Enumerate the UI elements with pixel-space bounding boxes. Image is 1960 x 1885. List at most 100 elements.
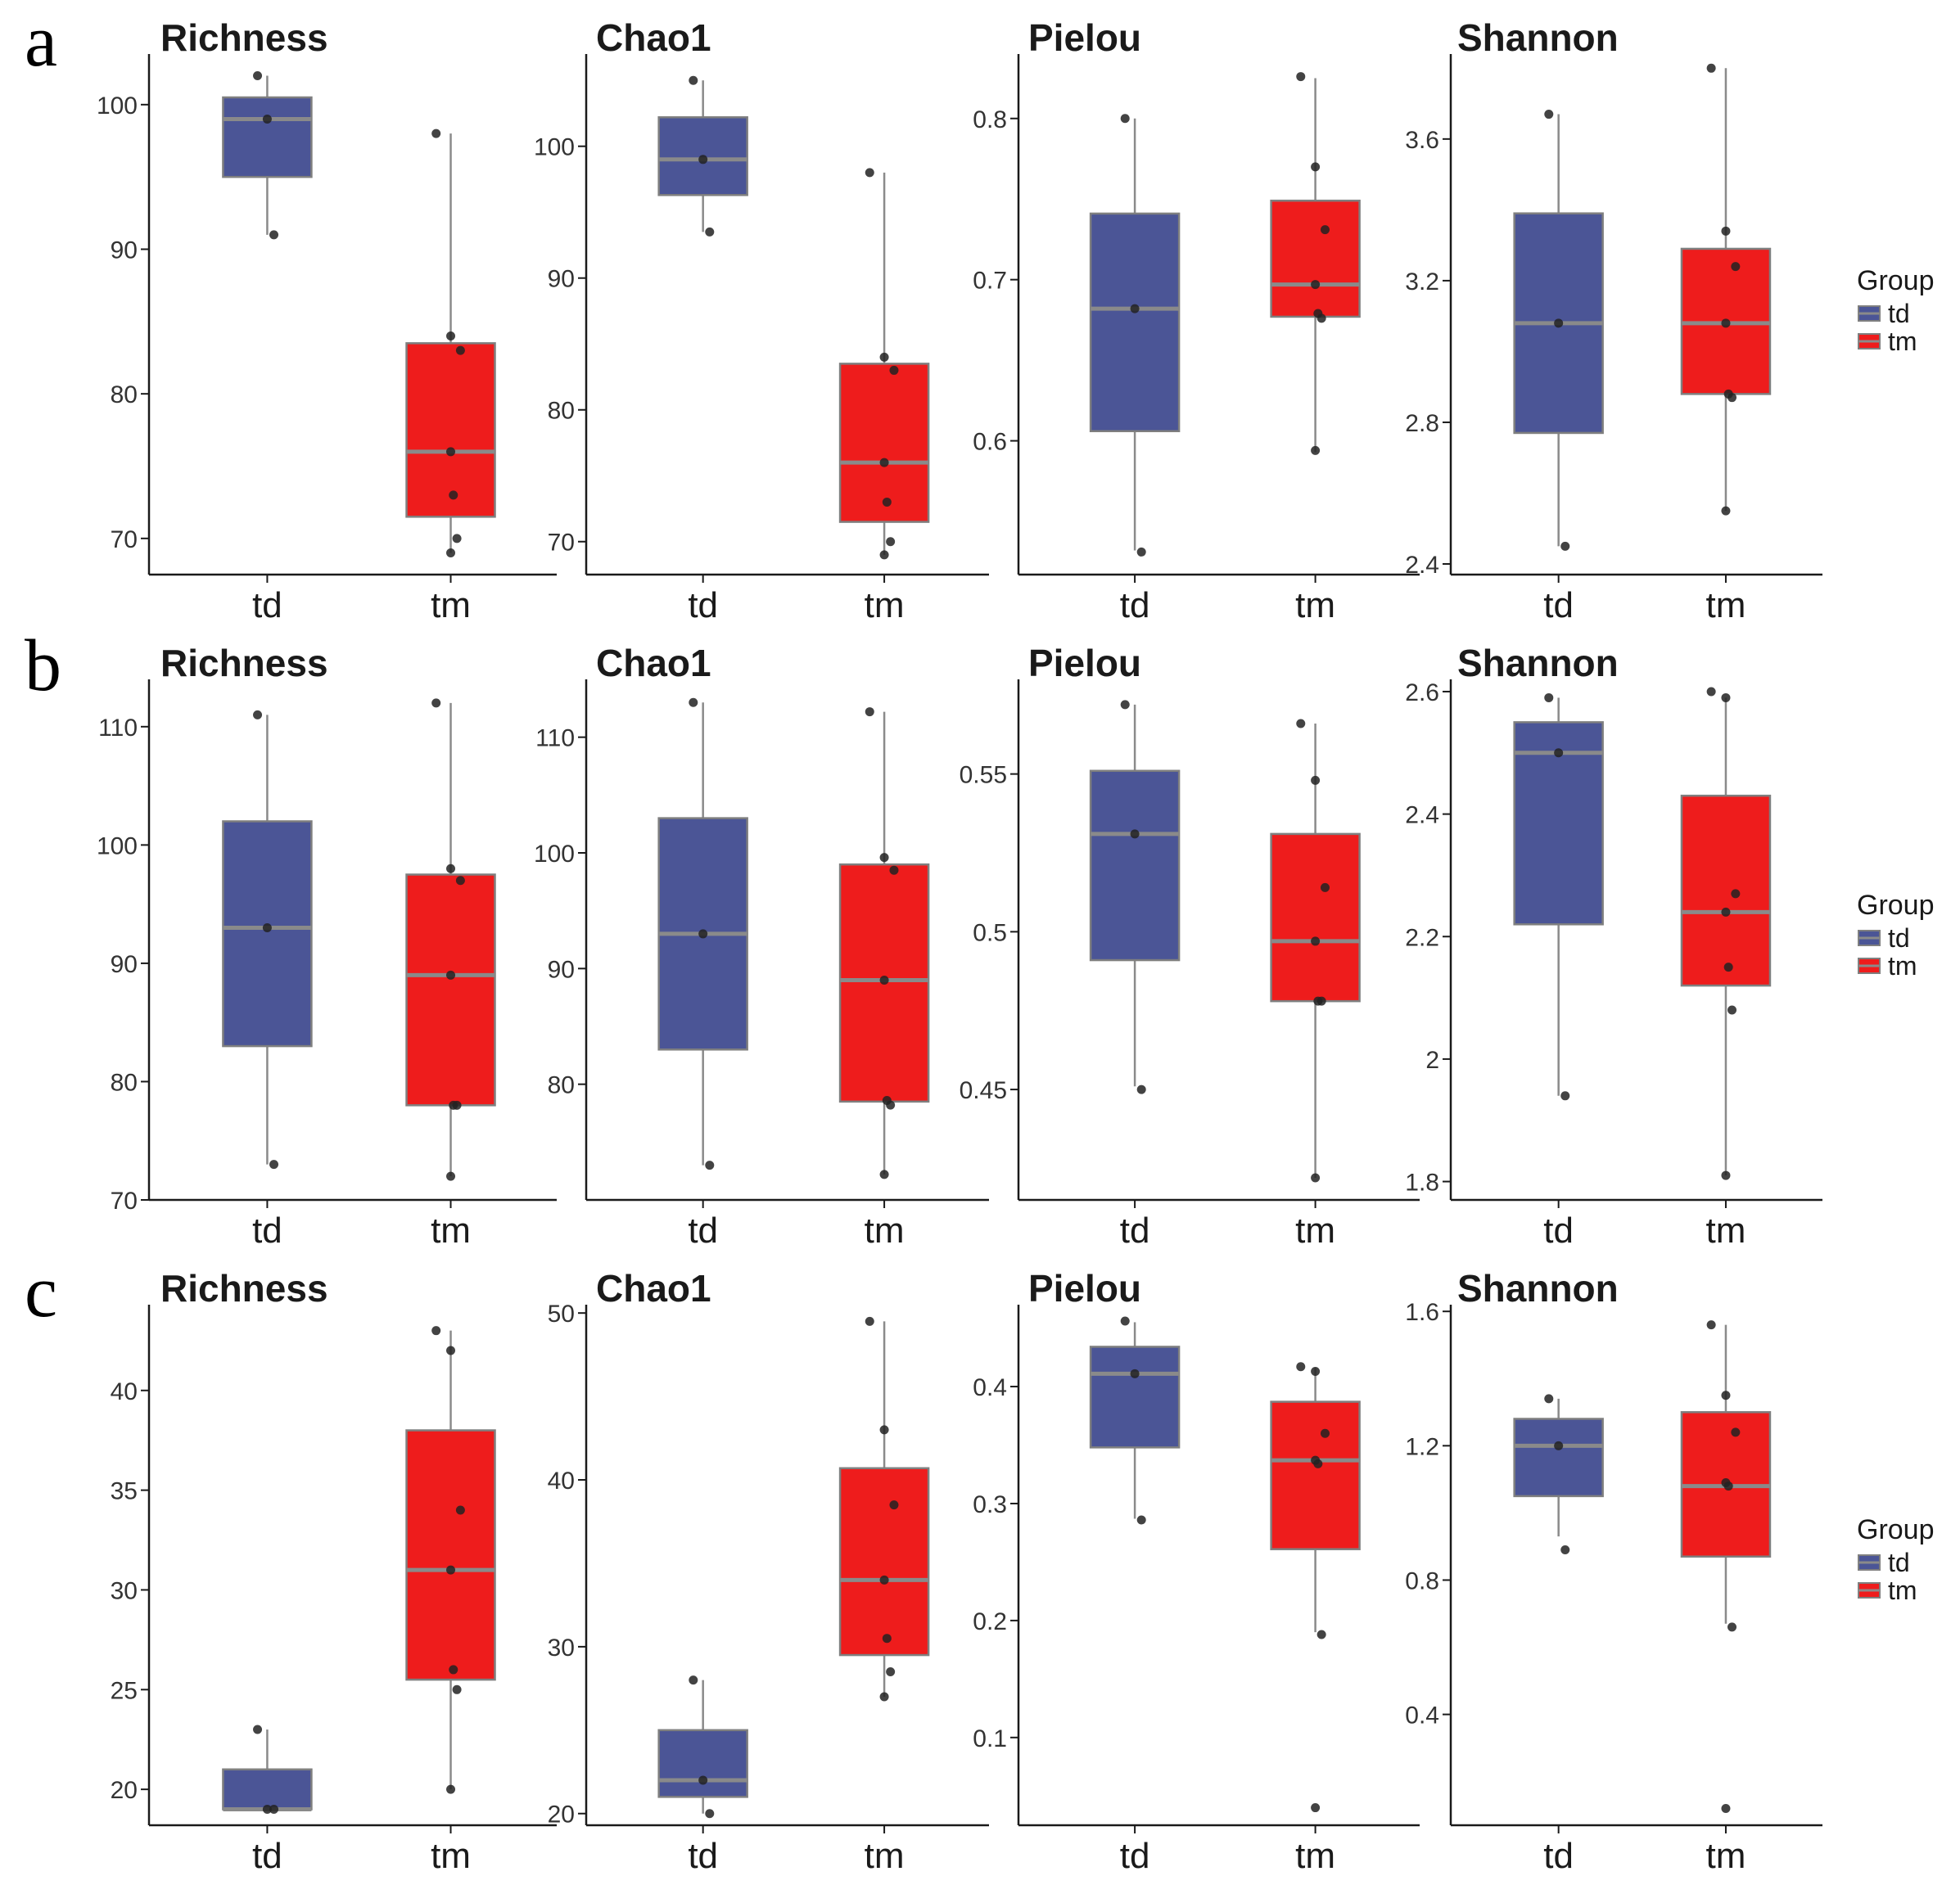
plot-b-richness: Richness 70 80 90 100 110 td tm	[97, 642, 557, 1251]
data-point	[1706, 687, 1716, 697]
y-tick-label: 3.2	[1405, 268, 1439, 295]
data-point	[1554, 1441, 1564, 1450]
data-point	[1296, 719, 1306, 728]
data-point	[1320, 1428, 1330, 1438]
y-tick-label: 30	[548, 1635, 575, 1662]
data-point	[1120, 1316, 1130, 1326]
data-point	[1320, 225, 1330, 235]
x-tick-label-td: td	[688, 1211, 718, 1251]
plot-c-shannon: Shannon 0.4 0.8 1.2 1.6 td tm	[1405, 1267, 1822, 1876]
data-point	[882, 1634, 892, 1644]
box-td	[222, 96, 313, 178]
x-tick-label-tm: tm	[431, 1211, 471, 1251]
data-point	[879, 853, 889, 863]
data-point	[1311, 445, 1321, 455]
data-point	[705, 227, 715, 237]
data-point	[1731, 889, 1741, 899]
legend-label-td: td	[1888, 923, 1910, 953]
data-point	[431, 1326, 441, 1336]
y-tick-label: 100	[97, 92, 138, 120]
data-point	[1136, 1515, 1146, 1525]
x-tick-label-td: td	[1120, 585, 1150, 625]
data-point	[431, 129, 441, 138]
data-point	[446, 1565, 456, 1575]
y-tick-label: 1.6	[1405, 1299, 1439, 1326]
data-point	[1560, 1091, 1570, 1101]
legend-title: Group	[1857, 890, 1935, 921]
y-tick-label: 2.4	[1405, 552, 1439, 579]
y-tick-label: 2.2	[1405, 924, 1439, 951]
plot-title: Pielou	[1028, 16, 1141, 59]
data-point	[1544, 692, 1554, 702]
plot-a-shannon: Shannon 2.4 2.8 3.2 3.6 td tm	[1405, 16, 1822, 625]
x-tick-label-td: td	[1543, 1836, 1574, 1876]
box-td	[222, 820, 313, 1048]
data-point	[698, 155, 708, 165]
data-point	[1311, 775, 1321, 785]
box-tm	[838, 363, 930, 523]
data-point	[705, 1809, 715, 1819]
y-tick-label: 100	[534, 841, 575, 868]
plot-title: Shannon	[1457, 16, 1619, 59]
y-tick-label: 100	[534, 134, 575, 161]
plot-title: Chao1	[596, 1267, 711, 1310]
x-tick-label-td: td	[1543, 1211, 1574, 1251]
data-point	[1311, 280, 1321, 290]
y-tick-label: 90	[111, 237, 138, 264]
x-tick-label-td: td	[252, 1836, 282, 1876]
y-tick-label: 110	[535, 725, 575, 752]
x-tick-label-tm: tm	[1706, 1836, 1746, 1876]
y-tick-label: 0.4	[1405, 1702, 1439, 1729]
data-point	[455, 1505, 465, 1515]
data-point	[1316, 996, 1326, 1006]
data-point	[262, 1805, 272, 1815]
y-tick-label: 90	[111, 951, 138, 978]
data-point	[865, 1316, 874, 1326]
box-tm	[1270, 832, 1361, 1003]
x-tick-label-td: td	[688, 1836, 718, 1876]
x-tick-label-td: td	[252, 1211, 282, 1251]
x-tick-label-td: td	[688, 585, 718, 625]
data-point	[698, 929, 708, 939]
panel-letter-a: a	[25, 1, 57, 82]
data-point	[689, 1675, 698, 1685]
data-point	[886, 1100, 896, 1110]
data-point	[879, 1170, 889, 1179]
box-tm	[1270, 1400, 1361, 1550]
data-point	[1727, 1622, 1737, 1632]
data-point	[455, 345, 465, 355]
legend-title: Group	[1857, 1514, 1935, 1545]
data-point	[1727, 1005, 1737, 1015]
data-point	[705, 1161, 715, 1170]
y-tick-label: 2.4	[1405, 802, 1439, 829]
plot-title: Chao1	[596, 642, 711, 684]
y-tick-label: 0.55	[960, 762, 1007, 789]
data-point	[1560, 541, 1570, 551]
plot-b-shannon: Shannon 1.8 2 2.2 2.4 2.6 td tm	[1405, 642, 1822, 1251]
y-tick-label: 0.7	[973, 268, 1007, 295]
plot-b-pielou: Pielou 0.45 0.5 0.55 td tm	[960, 642, 1420, 1251]
data-point	[1721, 1391, 1731, 1400]
y-tick-label: 40	[111, 1378, 138, 1405]
data-point	[1120, 114, 1130, 124]
data-point	[1311, 936, 1321, 946]
data-point	[1731, 1427, 1741, 1437]
x-tick-label-tm: tm	[1295, 1836, 1335, 1876]
data-point	[1296, 1362, 1306, 1372]
data-point	[446, 864, 456, 873]
y-tick-label: 0.2	[973, 1608, 1007, 1635]
data-point	[886, 537, 896, 547]
y-tick-label: 50	[548, 1301, 575, 1328]
data-point	[1721, 318, 1731, 328]
y-tick-label: 2	[1425, 1047, 1439, 1074]
data-point	[1544, 1394, 1554, 1404]
y-tick-label: 70	[548, 530, 575, 557]
data-point	[1727, 393, 1737, 403]
data-point	[1311, 1366, 1321, 1376]
y-tick-label: 80	[111, 1069, 138, 1096]
plot-c-chao1: Chao1 20 30 40 50 td tm	[548, 1267, 989, 1876]
plot-c-richness: Richness 20 25 30 35 40 td tm	[111, 1267, 557, 1876]
y-tick-label: 80	[548, 1072, 575, 1099]
